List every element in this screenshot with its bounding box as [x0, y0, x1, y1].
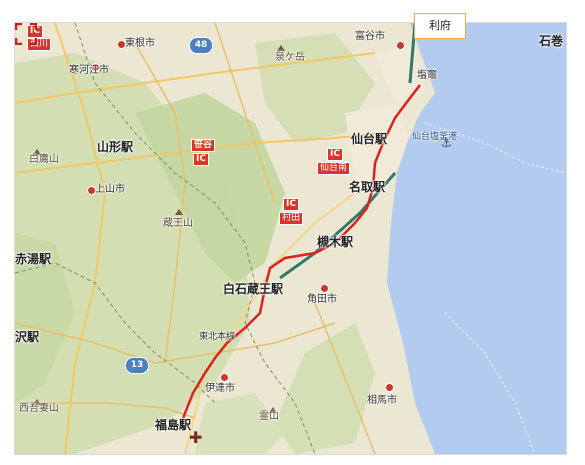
- map-canvas: [15, 23, 566, 454]
- target-reticle-icon[interactable]: [15, 23, 37, 45]
- sagae-dot: [91, 63, 100, 72]
- label-tohoku-line: 東北本線: [199, 332, 236, 342]
- tomiya-dot: [396, 41, 405, 50]
- start-marker-icon: ✚: [189, 428, 203, 447]
- label-yamagata-station: 山形駅: [97, 140, 134, 154]
- ic-badge-sasaya: 笹谷: [191, 139, 216, 152]
- mountain-icon-ryozen: [269, 407, 277, 413]
- label-tsukinoki-station: 槻木駅: [317, 235, 354, 249]
- location-tooltip: 利府: [414, 13, 466, 39]
- label-natori-station: 名取駅: [349, 180, 386, 194]
- mountain-icon-zao: [175, 209, 183, 215]
- label-kamiyama: 上山市: [95, 184, 125, 195]
- ic-name-nishikawa: 西川: [27, 38, 52, 51]
- date-dot: [220, 373, 229, 382]
- ic-name-murata: 村田: [279, 212, 304, 225]
- label-kakuda: 角田市: [307, 294, 337, 305]
- label-izumigatake: 泉ケ岳: [275, 52, 305, 63]
- ic-badge-nishikawa: IC: [27, 25, 43, 38]
- label-sendaishiogama-port: 仙台塩釜港: [412, 132, 458, 142]
- label-sagae: 寒河江市: [69, 65, 109, 76]
- label-yonezawa-station: 沢駅: [15, 330, 40, 344]
- route-48-shield: 48: [189, 37, 213, 54]
- label-tomiya: 富谷市: [355, 31, 385, 42]
- label-akayu-station: 赤湯駅: [15, 252, 52, 266]
- route-13-shield: 13: [125, 357, 149, 374]
- kamiyama-dot: [87, 186, 96, 195]
- label-ryozen: 霊山: [259, 411, 279, 422]
- label-sendai-station: 仙台駅: [351, 132, 388, 146]
- label-higashine: 東根市: [125, 38, 155, 49]
- label-soma: 相馬市: [367, 395, 397, 406]
- ic-badge-sasaya-ic: IC: [193, 153, 209, 166]
- anchor-icon: ⚓: [441, 136, 452, 150]
- label-shirataka: 白鷹山: [29, 154, 59, 165]
- mountain-icon-shirataka: [33, 149, 41, 155]
- tooltip-label: 利府: [429, 19, 451, 32]
- mountain-icon-nishiazuma: [33, 399, 41, 405]
- label-nishiazuma: 西吾妻山: [19, 403, 59, 414]
- map-view[interactable]: IC 西川 笹谷 IC IC 仙台南 IC 村田 48 13 東根市 寒河江市 …: [14, 22, 567, 455]
- ic-badge-sendainan: IC: [327, 148, 343, 161]
- ic-badge-murata: IC: [283, 198, 299, 211]
- label-shiogama-area: 塩竈: [417, 70, 437, 81]
- kakuda-dot: [320, 284, 329, 293]
- higashine-dot: [117, 40, 126, 49]
- label-date: 伊達市: [205, 383, 235, 394]
- label-fukushima-station: 福島駅: [155, 418, 192, 432]
- label-shiroishizao-station: 白石蔵王駅: [223, 282, 284, 296]
- label-zao: 蔵王山: [163, 218, 193, 229]
- soma-dot: [385, 383, 394, 392]
- label-ishinomaki: 石巻: [539, 34, 564, 48]
- mountain-icon-izumigatake: [277, 45, 285, 51]
- ic-name-sendainan: 仙台南: [317, 162, 351, 175]
